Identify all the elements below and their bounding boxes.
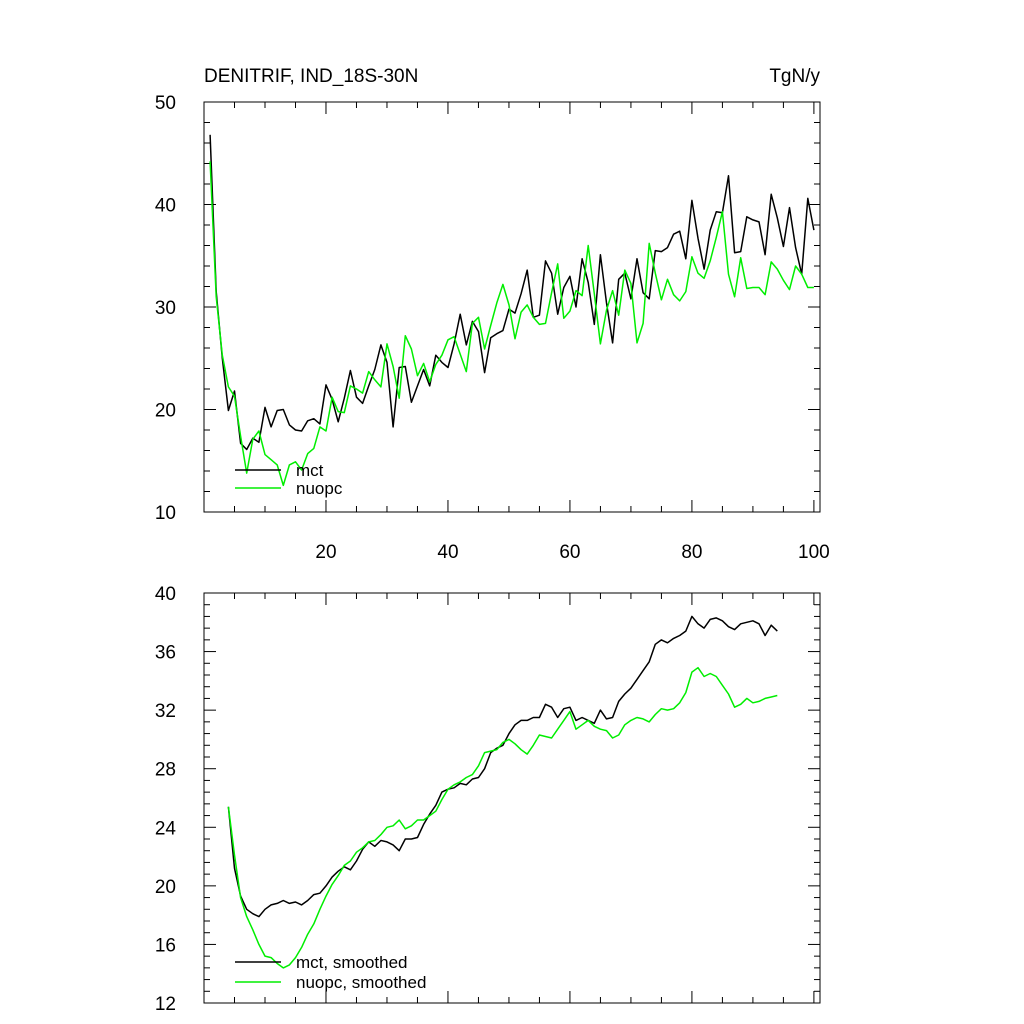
series-line-nuopc-smoothed	[227, 666, 778, 969]
legend-label: nuopc	[296, 479, 343, 498]
top-panel-ticks	[204, 101, 820, 513]
y-tick-label: 20	[155, 877, 176, 898]
y-tick-label: 30	[155, 298, 176, 319]
series-line-mct	[209, 134, 815, 451]
y-tick-label: 16	[155, 935, 176, 956]
legend-label: mct	[296, 461, 324, 480]
bottom-panel-lines	[227, 615, 778, 969]
bottom-panel-ticks	[204, 592, 820, 1004]
bottom-panel-tick-labels: 12 16 20 24 28 32 36 40	[155, 584, 177, 1015]
x-tick-label: 100	[798, 542, 830, 563]
legend-label: nuopc, smoothed	[296, 973, 426, 992]
y-tick-label: 10	[155, 503, 176, 524]
y-tick-label: 50	[155, 93, 176, 114]
top-plot-frame	[203, 101, 821, 513]
y-tick-label: 36	[155, 643, 176, 664]
y-tick-label: 40	[155, 584, 176, 605]
y-tick-label: 32	[155, 701, 176, 722]
y-tick-label: 24	[155, 818, 177, 839]
legend-label: mct, smoothed	[296, 953, 408, 972]
chart-title: DENITRIF, IND_18S-30N	[204, 66, 418, 87]
y-tick-label: 28	[155, 760, 176, 781]
x-tick-label: 60	[559, 542, 580, 563]
y-tick-label: 40	[155, 196, 176, 217]
y-tick-label: 12	[155, 994, 176, 1015]
top-panel: DENITRIF, IND_18S-30N TgN/y 20 40 60 80 100 1…	[155, 66, 830, 563]
x-tick-label: 40	[437, 542, 458, 563]
units-label: TgN/y	[769, 66, 820, 87]
x-tick-label: 80	[681, 542, 702, 563]
series-line-nuopc	[209, 161, 814, 487]
y-tick-label: 20	[155, 401, 176, 422]
x-tick-label: 20	[315, 542, 336, 563]
bottom-plot-frame	[203, 592, 821, 1004]
top-panel-tick-labels: 20 40 60 80 100 10 20 30 40 50	[155, 93, 830, 563]
series-line-mct-smoothed	[227, 615, 778, 918]
top-panel-lines	[209, 134, 815, 487]
